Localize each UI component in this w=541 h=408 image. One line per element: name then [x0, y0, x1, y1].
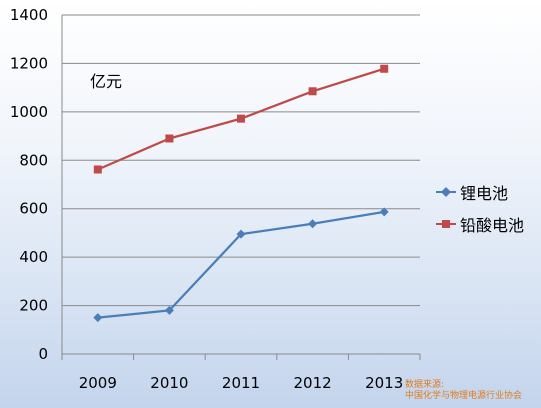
y-tick-label-1000: 1000 — [10, 103, 48, 121]
x-tick-label-2010: 2010 — [150, 374, 188, 392]
source-line-2: 中国化学与物理电源行业协会 — [405, 391, 523, 401]
data-point-s0-2013 — [379, 207, 389, 217]
data-point-s1-2011 — [237, 114, 245, 123]
y-tick-label-800: 800 — [19, 151, 48, 169]
series-group — [93, 64, 389, 323]
y-tick-label-1200: 1200 — [10, 54, 48, 72]
legend: 锂电池 铅酸电池 — [436, 176, 524, 240]
data-point-s0-2012 — [308, 219, 318, 229]
data-point-s0-2010 — [164, 305, 174, 315]
legend-item-lead-acid: 铅酸电池 — [436, 208, 524, 240]
legend-swatch-lead-acid — [436, 220, 456, 228]
source-note: 数据来源: 中国化学与物理电源行业协会 — [405, 380, 522, 402]
data-point-s1-2013 — [380, 64, 389, 73]
legend-swatch-lithium — [436, 187, 456, 197]
data-point-s0-2009 — [93, 313, 103, 323]
y-tick-label-1400: 1400 — [10, 6, 48, 24]
x-tick-label-2013: 2013 — [365, 374, 403, 392]
unit-label: 亿元 — [90, 72, 123, 91]
y-tick-label-600: 600 — [19, 200, 48, 218]
y-tick-label-400: 400 — [19, 248, 48, 266]
axes — [61, 15, 421, 360]
legend-label-lithium: 锂电池 — [460, 184, 509, 203]
data-point-s1-2012 — [308, 87, 317, 96]
series-line-0 — [97, 210, 385, 319]
data-point-s1-2010 — [165, 134, 174, 143]
x-tick-label-2011: 2011 — [222, 374, 260, 392]
source-line-1: 数据来源: — [405, 380, 445, 390]
x-tick-label-2009: 2009 — [79, 374, 117, 392]
x-tick-labels: 2009 2010 2011 2012 2013 — [79, 374, 404, 392]
data-point-s0-2011 — [236, 229, 246, 239]
legend-item-lithium: 锂电池 — [436, 176, 524, 208]
legend-label-lead-acid: 铅酸电池 — [460, 216, 525, 235]
y-tick-labels: 0 200 400 600 800 1000 1200 1400 — [10, 6, 48, 363]
y-tick-label-200: 200 — [19, 297, 48, 315]
y-tick-label-0: 0 — [38, 345, 48, 363]
x-tick-label-2012: 2012 — [294, 374, 332, 392]
gridlines — [62, 14, 420, 307]
data-point-s1-2009 — [93, 165, 102, 174]
